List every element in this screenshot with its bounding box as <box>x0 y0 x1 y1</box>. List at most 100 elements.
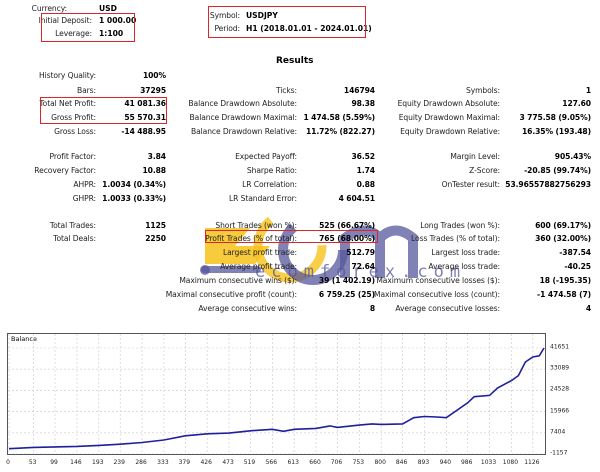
stat-value: 72.64 <box>351 262 375 271</box>
stat-value: 600 (69.17%) <box>535 221 591 230</box>
stat-label: Ticks: <box>275 86 297 95</box>
stat-value: 512.79 <box>346 248 375 257</box>
x-axis-tick: 566 <box>265 459 278 466</box>
period-label: Period: <box>214 24 240 33</box>
stat-label: Balance Drawdown Absolute: <box>188 99 297 108</box>
chart-title: Balance <box>11 335 37 343</box>
stat-label: Bars: <box>77 86 96 95</box>
x-axis-tick: 99 <box>50 459 58 466</box>
stat-label: Long Trades (won %): <box>420 221 500 230</box>
stat-label: LR Correlation: <box>242 180 297 189</box>
stat-value: -387.54 <box>559 248 591 257</box>
stat-value: 3.84 <box>147 152 166 161</box>
x-axis-tick: 519 <box>243 459 256 466</box>
stat-label: OnTester result: <box>441 180 501 189</box>
stat-value: 37295 <box>140 86 166 95</box>
stat-value: -40.25 <box>564 262 591 271</box>
x-axis-tick: 333 <box>157 459 169 466</box>
period-value: H1 (2018.01.01 - 2024.01.01) <box>246 24 372 33</box>
stat-value: 18 (-195.35) <box>539 276 592 285</box>
stat-label: Maximal consecutive profit (count): <box>165 290 297 299</box>
stat-value: 2250 <box>145 234 166 243</box>
x-axis-tick: 846 <box>395 459 408 466</box>
x-axis-tick: 1080 <box>502 459 519 466</box>
stat-label: Expected Payoff: <box>235 152 297 161</box>
stat-label: Equity Drawdown Maximal: <box>398 113 500 122</box>
stat-label: GHPR: <box>72 194 96 203</box>
stat-value: 100% <box>142 71 166 80</box>
stat-label: Symbols: <box>465 86 500 95</box>
stat-label: Gross Profit: <box>51 113 96 122</box>
x-axis-tick: 379 <box>178 459 191 466</box>
stat-value: 4 604.51 <box>338 194 376 203</box>
stat-value: 36.52 <box>351 152 375 161</box>
stat-value: 127.60 <box>562 99 591 108</box>
x-axis-tick: 146 <box>70 459 82 466</box>
initial-deposit-label: Initial Deposit: <box>38 16 93 25</box>
stat-label: Sharpe Ratio: <box>246 166 297 175</box>
symbol-value: USDJPY <box>246 11 278 20</box>
stat-value: 4 <box>585 304 591 313</box>
y-axis-tick: -1157 <box>550 449 568 457</box>
stat-label: Total Deals: <box>53 234 96 243</box>
stat-label: LR Standard Error: <box>228 194 297 203</box>
x-axis-tick: 286 <box>135 459 147 466</box>
stat-value: 525 (66.67%) <box>319 221 375 230</box>
stat-label: Average profit trade: <box>220 262 297 271</box>
stat-value: 1 <box>585 86 591 95</box>
stat-label: Balance Drawdown Relative: <box>190 127 297 136</box>
initial-deposit-value: 1 000.00 <box>99 16 137 25</box>
stat-label: Largest loss trade: <box>431 248 500 257</box>
currency-label: Currency: <box>31 4 67 13</box>
x-axis-tick: 706 <box>330 459 343 466</box>
stat-value: 1125 <box>145 221 166 230</box>
stat-label: Average consecutive wins: <box>198 304 297 313</box>
currency-value: USD <box>99 4 117 13</box>
stat-label: Z-Score: <box>469 166 500 175</box>
profit-highlight-box <box>40 97 167 124</box>
profit-trades-highlight-box <box>205 230 378 243</box>
stat-value: 1 474.58 (5.59%) <box>303 113 375 122</box>
x-axis-tick: 940 <box>439 459 452 466</box>
stat-value: 1.0033 (0.33%) <box>102 194 166 203</box>
stat-value: 3 775.58 (9.05%) <box>519 113 591 122</box>
y-axis-tick: 24528 <box>550 385 570 393</box>
stat-value: 10.88 <box>142 166 166 175</box>
stat-label: Maximum consecutive losses ($): <box>376 276 500 285</box>
stat-value: 765 (68.00%) <box>319 234 375 243</box>
leverage-label: Leverage: <box>55 29 92 38</box>
x-axis-tick: 0 <box>6 459 10 466</box>
watermark-text: ecomforex.com <box>255 262 467 282</box>
stat-label: Largest profit trade: <box>222 248 297 257</box>
stat-label: Profit Factor: <box>49 152 97 161</box>
stat-value: 98.38 <box>351 99 375 108</box>
stat-value: -1 474.58 (7) <box>537 290 591 299</box>
stat-value: -20.85 (99.74%) <box>524 166 591 175</box>
stat-value: 360 (32.00%) <box>535 234 591 243</box>
x-axis-tick: 239 <box>113 459 125 466</box>
stat-label: Maximal consecutive loss (count): <box>374 290 500 299</box>
stat-value: 146794 <box>343 86 375 95</box>
x-axis-tick: 613 <box>287 459 299 466</box>
x-axis-tick: 426 <box>200 459 212 466</box>
stat-value: 41 081.36 <box>124 99 166 108</box>
results-title: Results <box>276 56 314 66</box>
stat-label: Gross Loss: <box>54 127 96 136</box>
stat-value: 8 <box>369 304 375 313</box>
y-axis-tick: 15966 <box>550 407 570 415</box>
stat-label: Profit Trades (% of total): <box>205 234 297 243</box>
x-axis-tick: 986 <box>460 459 473 466</box>
deposit-highlight-box <box>41 13 135 42</box>
stat-label: Total Net Profit: <box>39 99 96 108</box>
y-axis-tick: 41651 <box>550 343 570 351</box>
y-axis-tick: 7404 <box>550 428 566 436</box>
x-axis-tick: 800 <box>374 459 386 466</box>
symbol-highlight-box <box>208 6 366 38</box>
stat-value: 16.35% (193.48) <box>521 127 591 136</box>
x-axis-tick: 1033 <box>480 459 497 466</box>
stat-label: Total Trades: <box>49 221 96 230</box>
stat-label: Recovery Factor: <box>34 166 96 175</box>
x-axis-tick: 473 <box>222 459 234 466</box>
x-axis-tick: 660 <box>309 459 321 466</box>
balance-line-plot <box>8 334 545 454</box>
